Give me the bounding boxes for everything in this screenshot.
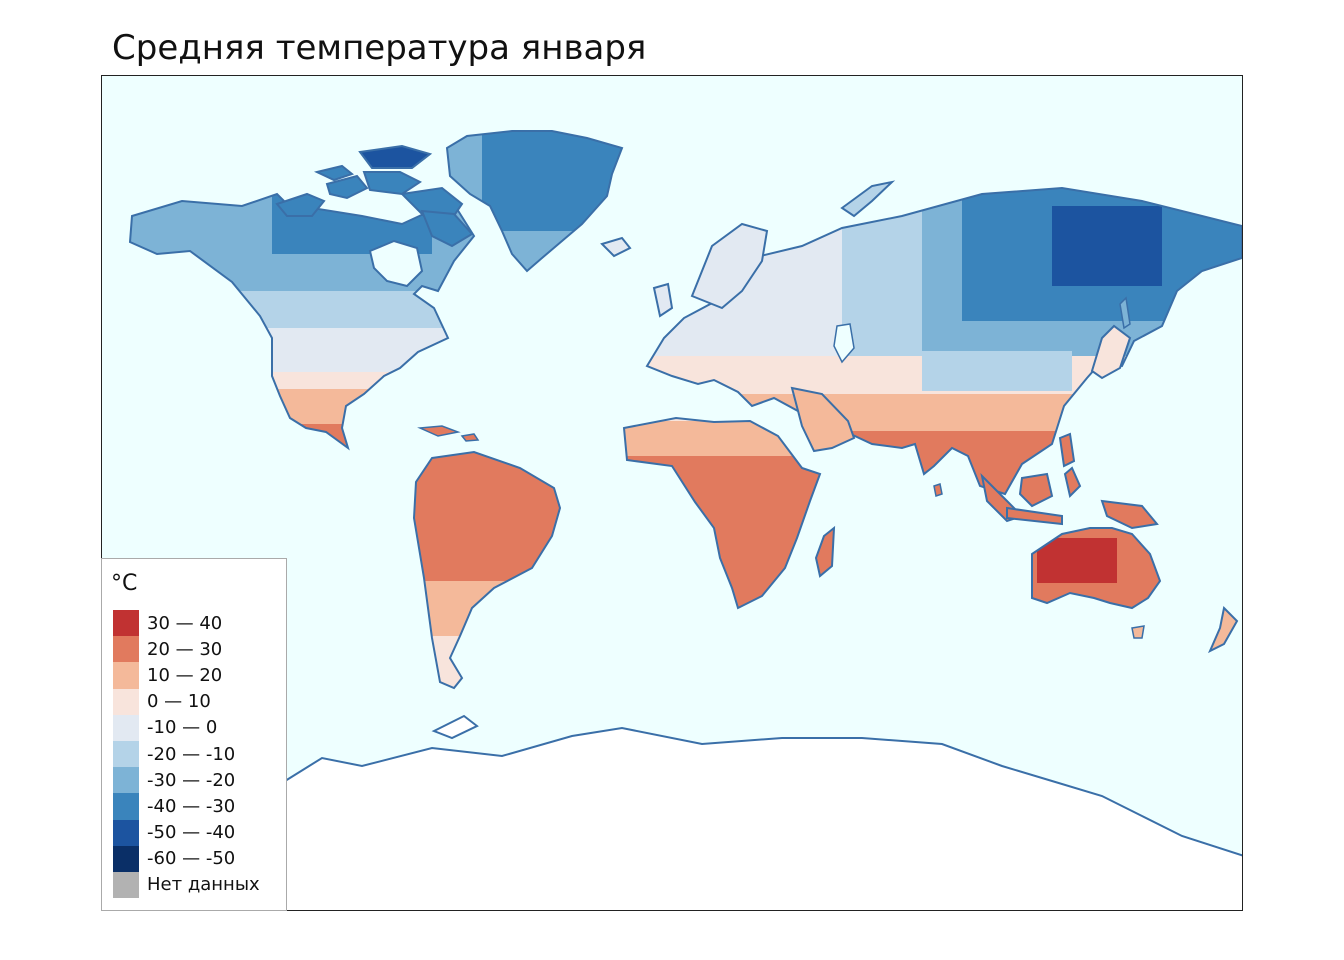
legend-item: 20 — 30 (113, 636, 260, 663)
caspian-sea (833, 323, 855, 364)
legend-items: 30 — 40 20 — 30 10 — 20 0 — 10 -10 — 0 -20 — … (113, 610, 260, 899)
legend-swatch (113, 740, 139, 768)
legend-item: -30 — -20 (113, 767, 260, 794)
legend-swatch (113, 636, 139, 663)
legend-label: 20 — 30 (147, 638, 223, 660)
africa-temperature-bands (624, 418, 820, 608)
legend-swatch (113, 610, 139, 637)
legend-label: 0 — 10 (147, 691, 211, 713)
legend-item: 30 — 40 (113, 610, 260, 637)
legend-swatch (113, 845, 139, 872)
novaya-zemlya (840, 180, 896, 218)
legend-item: -20 — -10 (113, 740, 260, 768)
australia-temperature-bands (1032, 528, 1160, 608)
map-frame (101, 75, 1243, 911)
north-america-coastline (128, 192, 476, 451)
iceland (600, 236, 632, 258)
legend-item: 0 — 10 (113, 688, 260, 715)
legend-swatch (113, 662, 139, 689)
hudson-bay (368, 239, 424, 288)
legend-label: 30 — 40 (147, 612, 223, 634)
legend-label: 10 — 20 (147, 664, 223, 686)
arabian-peninsula (790, 386, 856, 453)
sri-lanka (933, 483, 943, 497)
indonesia-islands (980, 432, 1159, 530)
new-zealand (1207, 605, 1239, 654)
legend-swatch (113, 819, 139, 846)
map-title: Средняя температура января (112, 28, 647, 68)
tasmania (1131, 625, 1145, 639)
japan (1090, 324, 1132, 380)
legend-item: -60 — -50 (113, 845, 260, 872)
legend-swatch (113, 871, 139, 899)
legend-item: -40 — -30 (113, 793, 260, 820)
legend-label: -30 — -20 (147, 769, 236, 791)
legend-title: °C (111, 571, 138, 596)
africa-coastline (622, 416, 822, 610)
cuba (417, 425, 461, 437)
great-britain (652, 282, 674, 318)
australia-coastline (1031, 527, 1162, 610)
world-map (102, 130, 1242, 910)
legend-item: Нет данных (113, 871, 260, 899)
antarctic-peninsula (431, 714, 479, 740)
legend: °C 30 — 40 20 — 30 10 — 20 0 — 10 -10 — 0 -20… (101, 558, 287, 911)
legend-swatch (113, 793, 139, 820)
legend-label: -60 — -50 (147, 848, 236, 870)
sakhalin (1119, 296, 1131, 330)
arctic-archipelago (275, 144, 474, 248)
legend-label: Нет данных (147, 874, 260, 896)
greenland-coastline (445, 130, 624, 273)
legend-label: -40 — -30 (147, 795, 236, 817)
madagascar (814, 525, 836, 578)
legend-label: -50 — -40 (147, 822, 236, 844)
hispaniola (460, 433, 480, 442)
scandinavia (690, 222, 769, 310)
legend-label: -10 — 0 (147, 717, 218, 739)
legend-item: 10 — 20 (113, 662, 260, 689)
legend-label: -20 — -10 (147, 743, 236, 765)
south-america-temperature-bands (414, 452, 560, 688)
legend-item: -50 — -40 (113, 819, 260, 846)
legend-swatch (113, 688, 139, 715)
legend-item: -10 — 0 (113, 714, 260, 741)
legend-swatch (113, 767, 139, 794)
south-america-coastline (412, 450, 562, 690)
legend-swatch (113, 714, 139, 741)
